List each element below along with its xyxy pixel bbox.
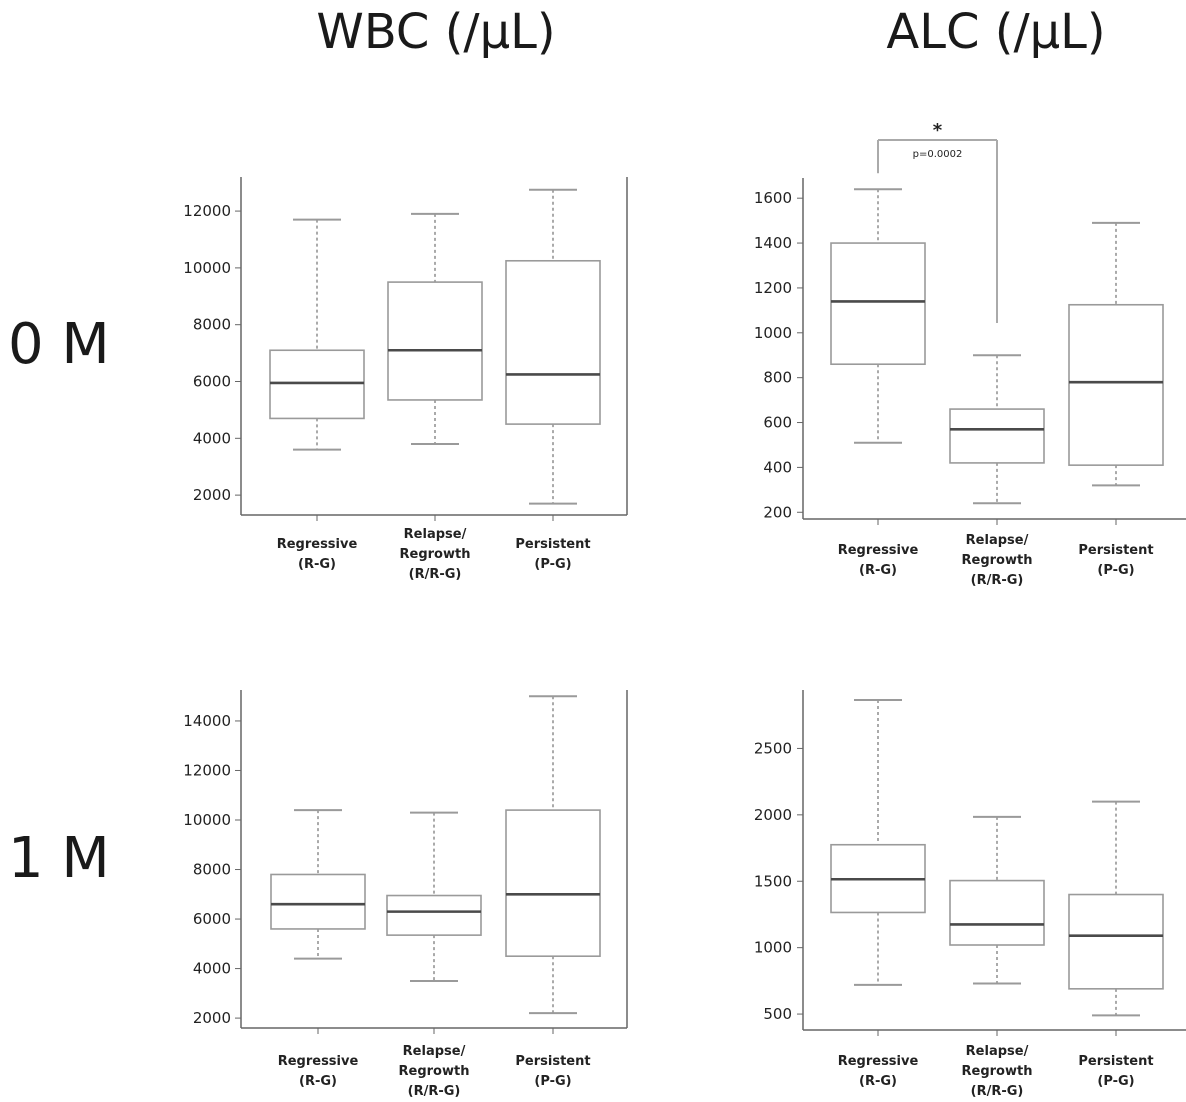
category-label: (R/R-G) <box>408 1084 461 1099</box>
iqr-box <box>505 259 601 425</box>
y-tick-label: 4000 <box>193 429 231 447</box>
y-tick-label: 14000 <box>183 712 231 730</box>
category-label: Regressive <box>278 1054 359 1069</box>
y-tick-label: 2000 <box>193 486 231 504</box>
y-tick-label: 10000 <box>183 811 231 829</box>
y-tick-label: 12000 <box>183 761 231 779</box>
category-label: Persistent <box>1078 543 1153 558</box>
box-plot-2 <box>1068 800 1164 1017</box>
column-title-alc: ALC (/μL) <box>886 4 1106 60</box>
column-title-wbc: WBC (/μL) <box>316 4 556 60</box>
iqr-box <box>387 281 483 401</box>
iqr-box <box>270 873 366 930</box>
category-label: Persistent <box>1078 1054 1153 1069</box>
category-label: (R/R-G) <box>409 567 462 582</box>
category-label: Relapse/ <box>404 527 467 542</box>
box-plot-1 <box>387 212 483 445</box>
p-value-label: p=0.0002 <box>913 149 963 160</box>
y-tick-label: 1000 <box>754 939 792 957</box>
category-label: (P-G) <box>1097 1074 1134 1089</box>
category-label: Persistent <box>515 537 590 552</box>
category-label: (R-G) <box>859 563 897 578</box>
category-label: Regressive <box>838 543 919 558</box>
y-tick-label: 1200 <box>754 279 792 297</box>
category-label: Regrowth <box>400 547 471 562</box>
category-label: (P-G) <box>1097 563 1134 578</box>
y-tick-label: 8000 <box>193 861 231 879</box>
box-plot-1 <box>949 815 1045 985</box>
significance-star: * <box>933 120 943 141</box>
category-label: (R/R-G) <box>971 573 1024 588</box>
iqr-box <box>1068 303 1164 466</box>
y-tick-label: 2500 <box>754 739 792 757</box>
y-tick-label: 1000 <box>754 324 792 342</box>
box-plot-2 <box>505 695 601 1015</box>
iqr-box <box>386 894 482 936</box>
category-label: Regressive <box>838 1054 919 1069</box>
category-label: Regrowth <box>962 1064 1033 1079</box>
category-label: Relapse/ <box>966 1044 1029 1059</box>
y-tick-label: 2000 <box>193 1009 231 1027</box>
iqr-box <box>505 809 601 957</box>
row-label-0m: 0 M <box>8 312 110 377</box>
box-plot-2 <box>1068 221 1164 487</box>
y-tick-label: 600 <box>763 414 792 432</box>
category-label: Relapse/ <box>966 533 1029 548</box>
y-tick-label: 6000 <box>193 373 231 391</box>
box-plot-0 <box>269 218 365 451</box>
category-label: (R/R-G) <box>971 1084 1024 1099</box>
category-label: (R-G) <box>859 1074 897 1089</box>
y-tick-label: 500 <box>763 1005 792 1023</box>
y-tick-label: 1500 <box>754 872 792 890</box>
category-label: Persistent <box>515 1054 590 1069</box>
box-plot-0 <box>830 698 926 986</box>
y-tick-label: 1600 <box>754 189 792 207</box>
category-label: (P-G) <box>534 557 571 572</box>
row-label-1m: 1 M <box>8 826 110 891</box>
y-tick-label: 6000 <box>193 910 231 928</box>
y-tick-label: 800 <box>763 369 792 387</box>
box-plot-1 <box>949 354 1045 505</box>
box-plot-2 <box>505 188 601 505</box>
y-tick-label: 10000 <box>183 259 231 277</box>
category-label: Relapse/ <box>403 1044 466 1059</box>
category-label: (R-G) <box>299 1074 337 1089</box>
iqr-box <box>1068 893 1164 990</box>
box-plot-1 <box>386 811 482 982</box>
y-tick-label: 200 <box>763 503 792 521</box>
iqr-box <box>949 879 1045 946</box>
category-label: Regrowth <box>399 1064 470 1079</box>
box-plot-0 <box>830 188 926 444</box>
y-tick-label: 1400 <box>754 234 792 252</box>
category-label: (P-G) <box>534 1074 571 1089</box>
y-tick-label: 12000 <box>183 202 231 220</box>
box-plot-0 <box>270 809 366 960</box>
category-label: (R-G) <box>298 557 336 572</box>
category-label: Regrowth <box>962 553 1033 568</box>
y-tick-label: 4000 <box>193 960 231 978</box>
y-tick-label: 8000 <box>193 316 231 334</box>
y-tick-label: 2000 <box>754 806 792 824</box>
iqr-box <box>949 408 1045 464</box>
iqr-box <box>269 349 365 420</box>
category-label: Regressive <box>277 537 358 552</box>
iqr-box <box>830 242 926 366</box>
y-tick-label: 400 <box>763 458 792 476</box>
